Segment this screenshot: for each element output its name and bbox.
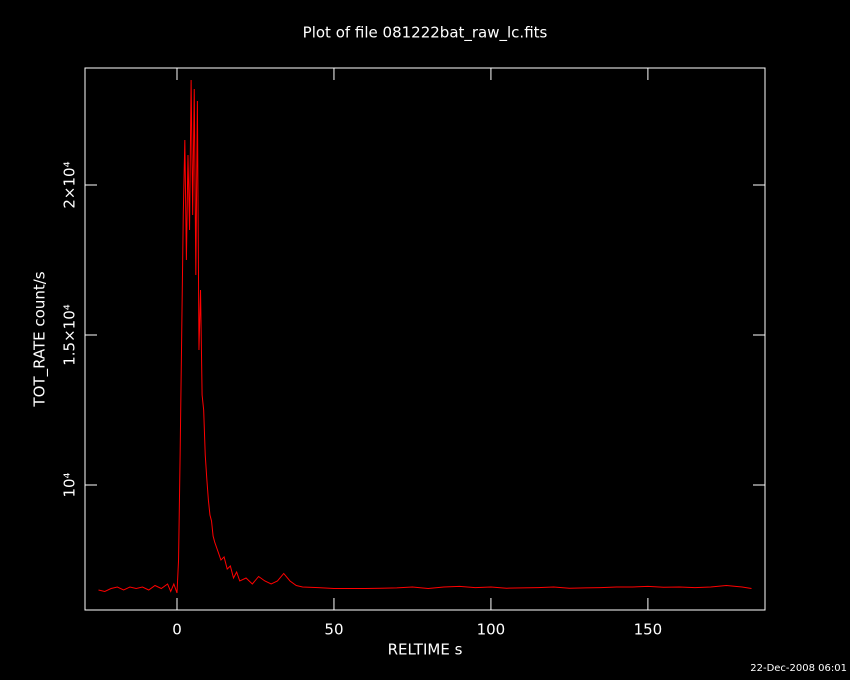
chart-title: Plot of file 081222bat_raw_lc.fits bbox=[303, 24, 548, 43]
x-tick-label: 100 bbox=[477, 621, 506, 639]
x-tick-label: 0 bbox=[172, 621, 182, 639]
x-tick-label: 50 bbox=[324, 621, 343, 639]
light-curve bbox=[98, 79, 752, 594]
x-tick-label: 150 bbox=[634, 621, 663, 639]
x-axis-label: RELTIME s bbox=[388, 641, 463, 659]
plot-frame bbox=[84, 67, 766, 611]
y-tick-label: 2×10⁴ bbox=[61, 161, 79, 208]
timestamp: 22-Dec-2008 06:01 bbox=[750, 663, 847, 674]
y-tick-label: 10⁴ bbox=[61, 472, 79, 497]
y-axis-label: TOT_RATE count/s bbox=[31, 271, 50, 407]
y-tick-label: 1.5×10⁴ bbox=[61, 304, 79, 366]
